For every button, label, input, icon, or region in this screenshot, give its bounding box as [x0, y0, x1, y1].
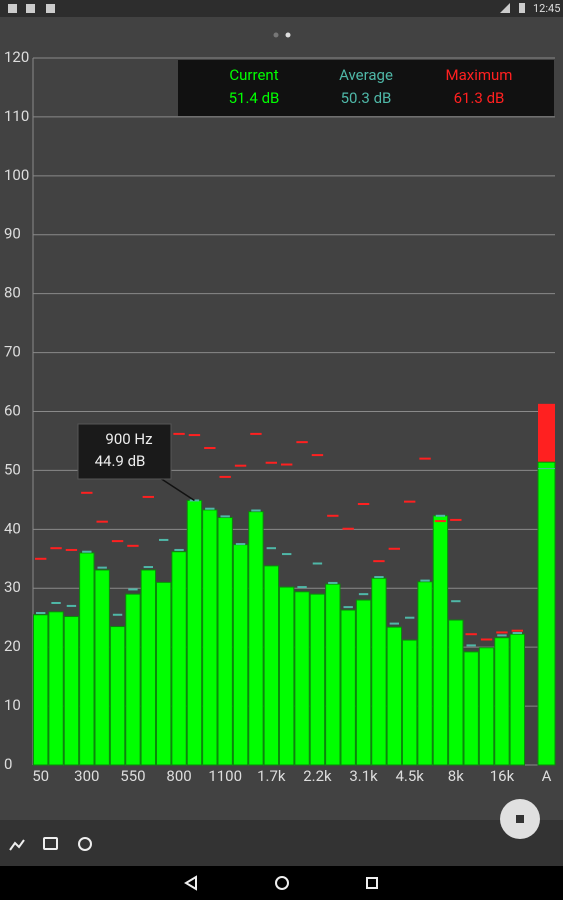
y-tick-label: 90: [4, 225, 21, 243]
notes-icon[interactable]: [43, 837, 58, 850]
bar: [340, 609, 356, 766]
bar: [217, 517, 233, 766]
status-icon: [46, 4, 55, 13]
bar: [386, 626, 402, 766]
legend-name: Average: [339, 66, 393, 84]
bar: [186, 499, 203, 766]
y-tick-label: 70: [4, 343, 21, 361]
x-tick-label: 8k: [448, 767, 464, 785]
y-tick-label: 120: [4, 48, 29, 66]
battery-icon: [519, 3, 525, 13]
bar: [355, 599, 372, 766]
x-tick-label: 800: [166, 767, 191, 785]
summary-panel: [178, 60, 554, 116]
bar: [432, 515, 449, 766]
x-tick-label: 3.1k: [349, 767, 378, 785]
bar: [294, 591, 310, 766]
status-icon: [26, 4, 35, 13]
y-tick-label: 20: [4, 637, 21, 655]
graph-icon[interactable]: [9, 839, 25, 851]
legend-value: 50.3 dB: [341, 89, 392, 107]
x-tick-label: 300: [74, 767, 99, 785]
bar: [202, 509, 218, 766]
legend-value: 61.3 dB: [454, 89, 505, 107]
status-icon: [8, 4, 17, 13]
y-tick-label: 30: [4, 578, 21, 596]
bar: [509, 633, 525, 766]
status-bar: [0, 0, 563, 17]
home-button[interactable]: [275, 876, 289, 890]
legend-name: Current: [229, 66, 278, 84]
page-dot: [285, 32, 291, 38]
bar: [48, 611, 64, 766]
bar: [125, 593, 141, 766]
bar: [63, 616, 80, 766]
y-tick-label: 0: [4, 755, 12, 773]
bar: [232, 544, 249, 766]
bar: [248, 511, 264, 766]
x-tick-label: 4.5k: [395, 767, 424, 785]
toolbar: [0, 820, 563, 866]
x-tick-label: 50: [32, 767, 49, 785]
bar: [156, 581, 172, 766]
overall-current-bar: [537, 461, 556, 766]
bar: [79, 552, 95, 766]
bar: [371, 577, 387, 766]
nav-bar: [0, 866, 563, 900]
tooltip-pointer: [159, 477, 195, 502]
page-dot: [273, 32, 279, 38]
bar: [448, 619, 464, 766]
y-tick-label: 100: [4, 166, 29, 184]
bar: [325, 583, 341, 766]
bar: [33, 614, 49, 766]
bar: [402, 639, 418, 766]
x-tick-label: 2.2k: [303, 767, 332, 785]
legend-value: 51.4 dB: [229, 89, 280, 107]
bar: [494, 637, 510, 766]
y-tick-label: 80: [4, 284, 21, 302]
reset-icon[interactable]: [78, 837, 92, 851]
bar: [109, 626, 126, 766]
clock: 12:45: [533, 2, 560, 15]
x-tick-label: 16k: [490, 767, 515, 785]
tooltip: [77, 423, 172, 480]
y-tick-label: 110: [4, 107, 29, 125]
bar: [417, 581, 433, 766]
y-tick-label: 50: [4, 460, 21, 478]
bar: [94, 569, 110, 766]
x-tick-label: 1.7k: [257, 767, 286, 785]
bar: [279, 586, 295, 766]
y-tick-label: 10: [4, 696, 21, 714]
x-tick-label: A: [542, 767, 552, 785]
tooltip-label: 900 Hz: [105, 430, 152, 448]
bar: [140, 569, 156, 766]
y-tick-label: 40: [4, 519, 21, 537]
bar: [463, 651, 479, 766]
stop-icon: [516, 815, 524, 823]
y-tick-label: 60: [4, 401, 21, 419]
recents-button[interactable]: [366, 877, 378, 889]
bar: [478, 647, 495, 766]
bar: [309, 593, 326, 766]
bar: [263, 565, 279, 766]
back-button[interactable]: [184, 875, 197, 891]
tooltip-value: 44.9 dB: [95, 452, 146, 470]
legend-name: Maximum: [446, 66, 513, 84]
x-tick-label: 1100: [208, 767, 242, 785]
bar: [171, 551, 187, 766]
x-tick-label: 550: [120, 767, 145, 785]
signal-icon: [500, 3, 510, 13]
